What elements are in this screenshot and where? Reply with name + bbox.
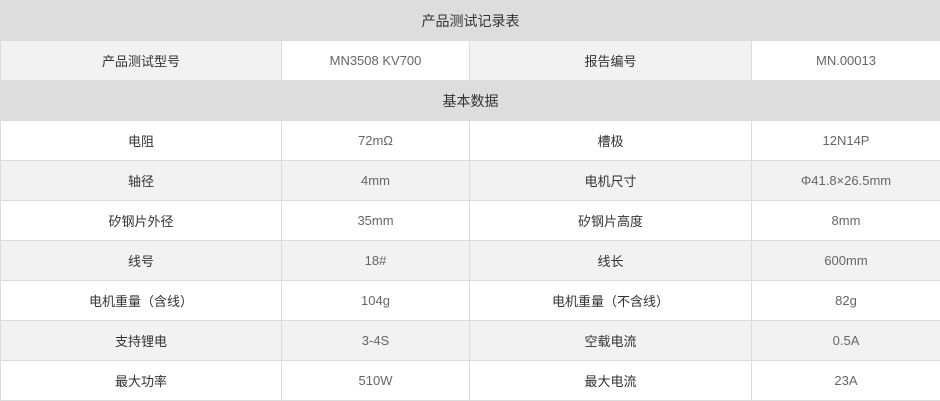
spec-label: 电机重量（不含线） [470, 281, 752, 321]
section-row: 基本数据 [1, 81, 940, 121]
header-row: 产品测试型号 MN3508 KV700 报告编号 MN.00013 [1, 41, 940, 81]
spec-label: 矽钢片外径 [1, 201, 282, 241]
spec-value: 82g [752, 281, 940, 321]
spec-value: 104g [282, 281, 470, 321]
spec-label: 电机重量（含线） [1, 281, 282, 321]
spec-label: 线长 [470, 241, 752, 281]
spec-label: 空载电流 [470, 321, 752, 361]
spec-value: 23A [752, 361, 940, 401]
spec-label: 矽钢片高度 [470, 201, 752, 241]
spec-value: 8mm [752, 201, 940, 241]
table-title: 产品测试记录表 [1, 1, 940, 41]
spec-value: 18# [282, 241, 470, 281]
spec-value: 0.5A [752, 321, 940, 361]
spec-value: 12N14P [752, 121, 940, 161]
model-label: 产品测试型号 [1, 41, 282, 81]
spec-value: 510W [282, 361, 470, 401]
spec-value: 72mΩ [282, 121, 470, 161]
spec-label: 最大功率 [1, 361, 282, 401]
spec-value: 3-4S [282, 321, 470, 361]
spec-label: 支持锂电 [1, 321, 282, 361]
spec-label: 最大电流 [470, 361, 752, 401]
spec-value: 35mm [282, 201, 470, 241]
title-row: 产品测试记录表 [1, 1, 940, 41]
model-value: MN3508 KV700 [282, 41, 470, 81]
spec-label: 槽极 [470, 121, 752, 161]
spec-label: 轴径 [1, 161, 282, 201]
spec-value: 600mm [752, 241, 940, 281]
spec-value: Φ41.8×26.5mm [752, 161, 940, 201]
spec-value: 4mm [282, 161, 470, 201]
spec-label: 线号 [1, 241, 282, 281]
spec-label: 电阻 [1, 121, 282, 161]
report-value: MN.00013 [752, 41, 940, 81]
section-title: 基本数据 [1, 81, 940, 121]
report-label: 报告编号 [470, 41, 752, 81]
spec-label: 电机尺寸 [470, 161, 752, 201]
